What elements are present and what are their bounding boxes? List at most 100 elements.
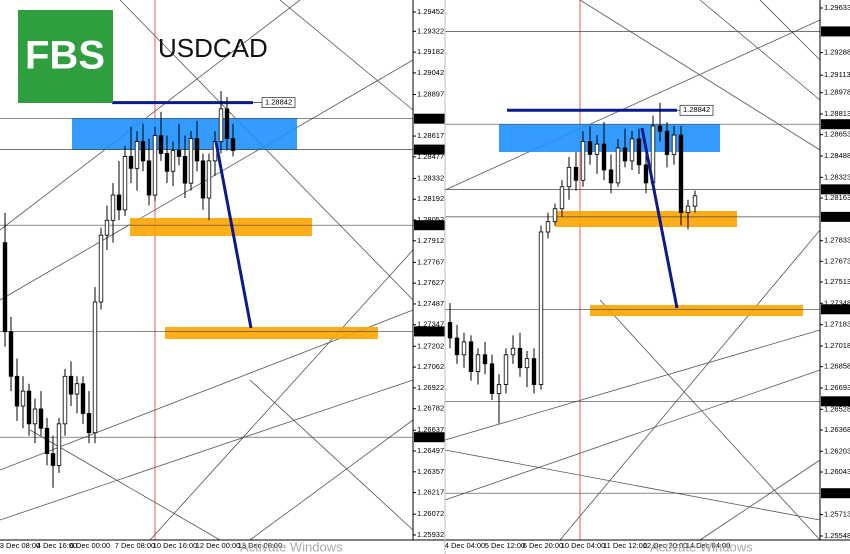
candle-body xyxy=(510,347,516,356)
level-box xyxy=(821,396,850,407)
y-tick-label: 1.29182 xyxy=(417,47,444,56)
y-tick-label: 1.28192 xyxy=(417,194,444,203)
y-tick-label: 1.28163 xyxy=(824,193,850,202)
candle-body xyxy=(206,160,212,199)
y-tick-label: 1.28978 xyxy=(824,88,850,97)
marker-box xyxy=(261,97,296,108)
y-tick-label: 1.27018 xyxy=(824,341,850,350)
x-tick-label: 5 Dec 12:00 xyxy=(485,541,525,550)
y-tick-label: 1.25713 xyxy=(824,510,850,519)
candle-body xyxy=(14,375,20,407)
candle-body xyxy=(552,208,558,223)
x-tick-label: 14 Dec 04:00 xyxy=(686,541,731,550)
y-tick-label: 1.29042 xyxy=(417,68,444,77)
y-tick-label: 1.29633 xyxy=(824,3,850,12)
y-tick-label: 1.26922 xyxy=(417,383,444,392)
level-box xyxy=(414,220,445,231)
y-tick-label: 1.28653 xyxy=(824,130,850,139)
y-tick-label: 1.26528 xyxy=(824,404,850,413)
y-tick-label: 1.26043 xyxy=(824,467,850,476)
candle-body xyxy=(170,150,176,172)
candle-body xyxy=(32,408,38,425)
candle-body xyxy=(468,341,474,372)
y-tick-label: 1.26693 xyxy=(824,383,850,392)
y-tick-label: 1.28052 xyxy=(417,215,444,224)
candle-body xyxy=(615,147,621,184)
level-label: 1.26590 xyxy=(416,432,443,441)
candle-body xyxy=(692,195,698,207)
level-box xyxy=(821,488,850,499)
logo-text: FBS xyxy=(25,34,105,78)
candle-body xyxy=(50,453,56,466)
level-box xyxy=(821,119,850,130)
candle-body xyxy=(98,234,104,303)
candle-body xyxy=(224,108,230,140)
level-label: 1.28734 xyxy=(823,119,850,128)
candle-body xyxy=(140,141,146,162)
candle-body xyxy=(594,143,600,155)
candle-body xyxy=(38,408,44,429)
candle-body xyxy=(110,194,116,221)
y-tick-label: 1.26497 xyxy=(417,446,444,455)
y-tick-label: 1.26357 xyxy=(417,467,444,476)
x-tick-label: 4 Dec 04:00 xyxy=(445,541,485,550)
y-tick-label: 1.26203 xyxy=(824,446,850,455)
y-tick-label: 1.27627 xyxy=(417,278,444,287)
candle-body xyxy=(188,138,194,184)
marker-label: 1.28842 xyxy=(683,105,710,114)
candle-body xyxy=(587,141,593,155)
candle-body xyxy=(531,358,537,385)
watermark: Activate Windows xyxy=(650,539,753,554)
x-tick-label: 11 Dec 12:00 xyxy=(603,541,647,550)
y-tick-label: 1.27513 xyxy=(824,277,850,286)
candle-body xyxy=(92,301,98,434)
level-label: 1.28526 xyxy=(416,145,443,154)
level-box xyxy=(821,211,850,222)
y-tick-label: 1.26072 xyxy=(417,509,444,518)
level-label: 1.27302 xyxy=(823,304,850,313)
x-tick-label: 12 Dec 20:00 xyxy=(643,541,688,550)
candle-body xyxy=(8,331,14,377)
level-box xyxy=(414,144,445,155)
y-tick-label: 1.27673 xyxy=(824,256,850,265)
y-tick-label: 1.25932 xyxy=(417,530,444,539)
y-tick-label: 1.28323 xyxy=(824,172,850,181)
candle-body xyxy=(26,390,32,425)
candle-body xyxy=(158,135,164,154)
candle-body xyxy=(176,150,182,157)
trend-lines xyxy=(0,0,821,541)
y-tick-label: 1.29452 xyxy=(417,7,444,16)
target-zone xyxy=(590,305,803,316)
chart-title: USDCAD xyxy=(158,33,268,63)
y-tick-label: 1.29322 xyxy=(417,26,444,35)
x-tick-label: 6 Dec 00:00 xyxy=(70,541,110,550)
target-zone xyxy=(165,327,378,339)
y-tick-label: 1.25548 xyxy=(824,531,850,540)
candle-body xyxy=(671,134,677,155)
candle-body xyxy=(104,219,110,236)
level-label: 1.28017 xyxy=(416,220,443,229)
candle-body xyxy=(182,156,188,184)
y-tick-label: 1.27062 xyxy=(417,362,444,371)
candle-body xyxy=(230,138,236,151)
x-tick-label: 12 Dec 00:00 xyxy=(196,541,241,550)
level-label: 1.28017 xyxy=(823,212,850,221)
candle-body xyxy=(538,231,544,385)
candle-body xyxy=(134,141,140,169)
candle-body xyxy=(482,354,488,365)
level-label: 1.29452 xyxy=(823,26,850,35)
x-tick-label: 13 Dec 08:00 xyxy=(238,541,283,550)
y-tick-label: 1.29113 xyxy=(824,70,850,79)
candle-body xyxy=(573,166,579,181)
candle-body xyxy=(629,138,635,162)
y-tick-label: 1.27347 xyxy=(417,320,444,329)
candle-body xyxy=(664,130,670,155)
target-zone xyxy=(555,211,737,227)
candle-body xyxy=(152,135,158,196)
candle-body xyxy=(194,138,200,162)
candle-body xyxy=(559,186,565,210)
candle-body xyxy=(566,166,572,188)
